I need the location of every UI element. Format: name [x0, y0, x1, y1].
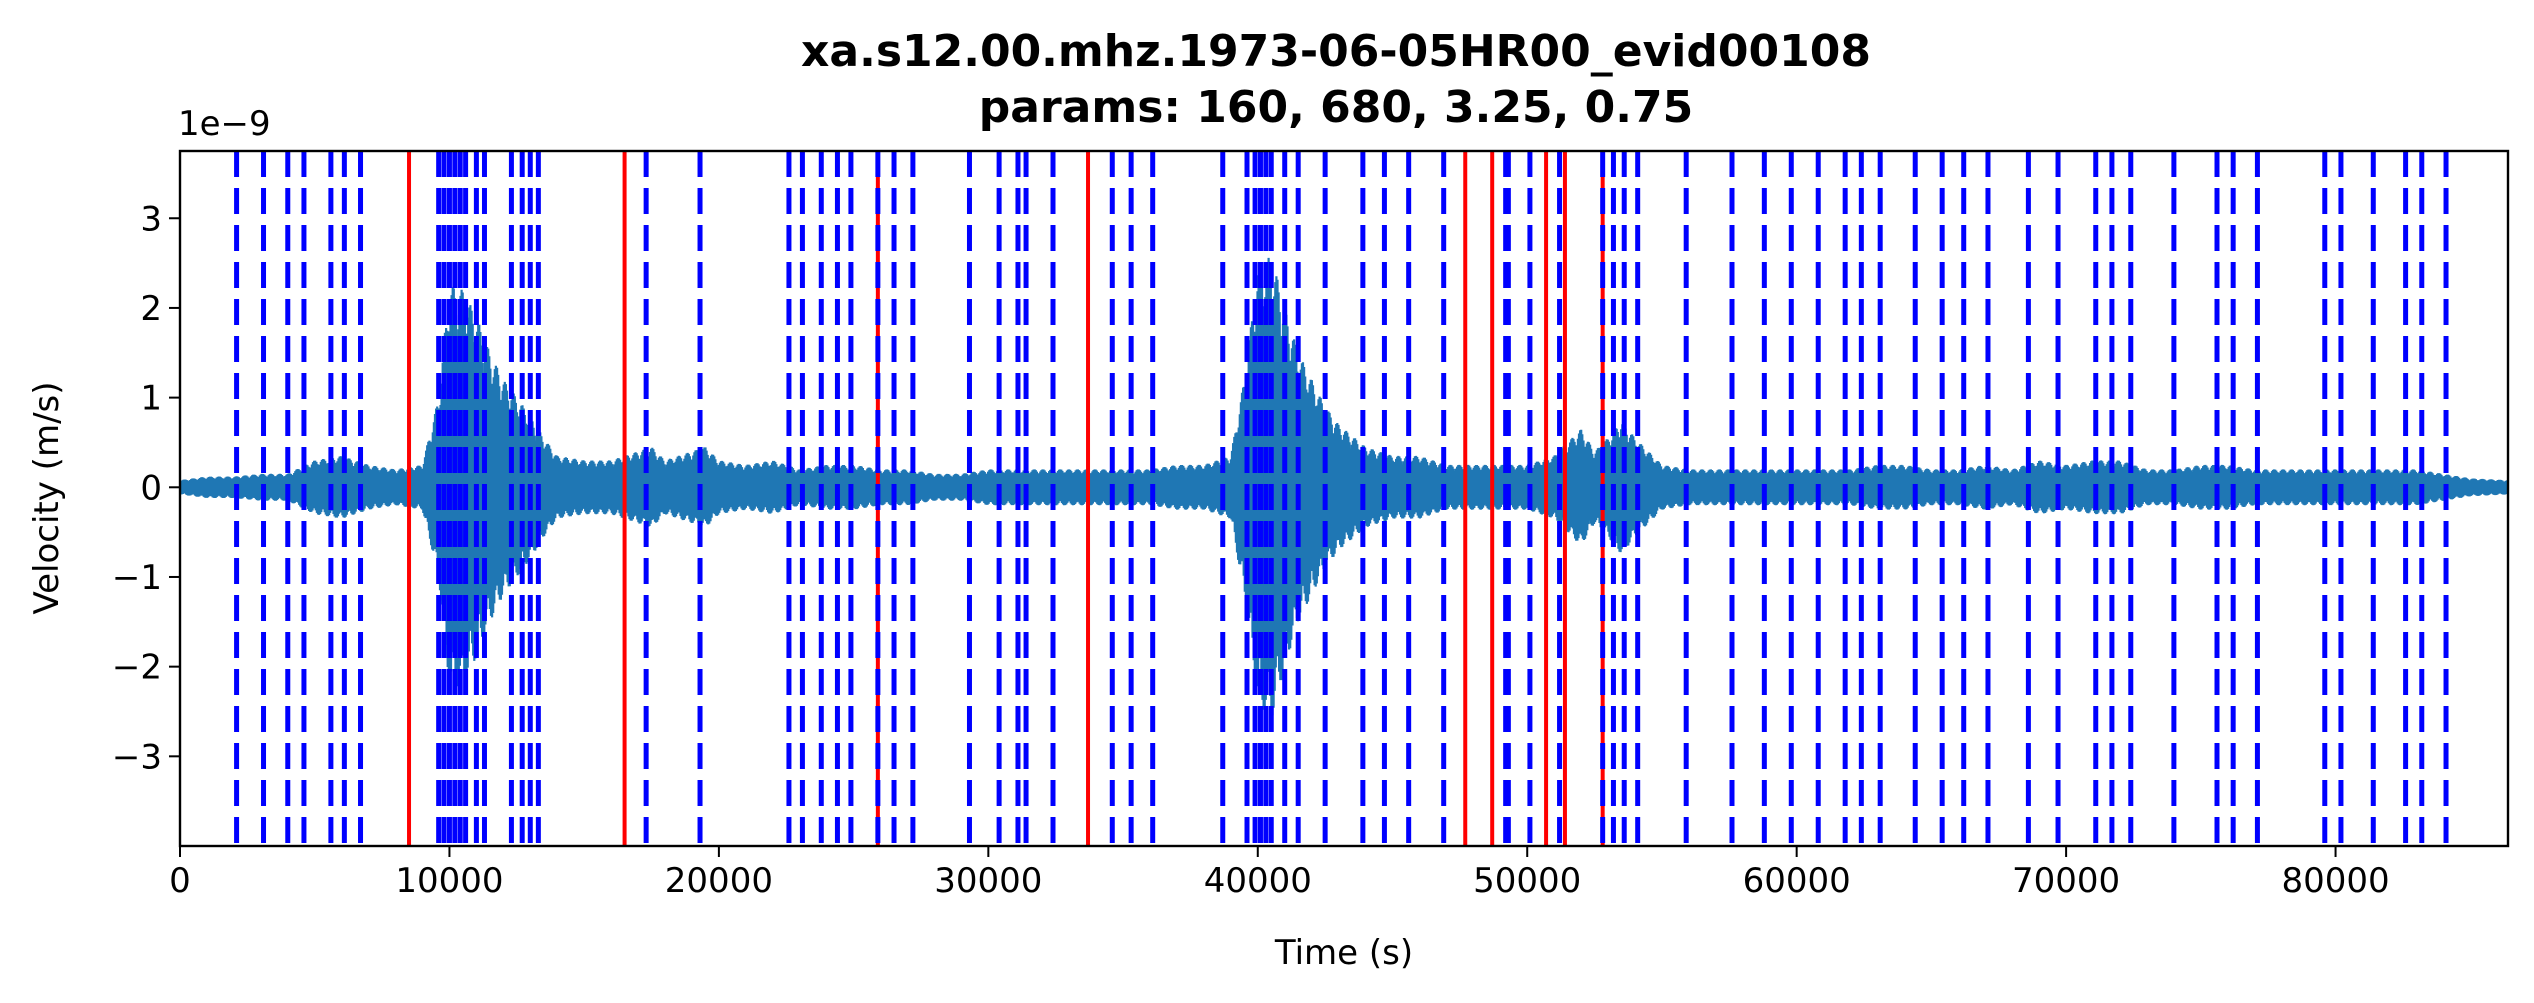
- x-tick-label: 10000: [395, 861, 503, 901]
- x-tick-label: 80000: [2281, 861, 2389, 901]
- chart-title: xa.s12.00.mhz.1973-06-05HR00_evid00108: [801, 26, 1871, 77]
- y-tick-label: −2: [112, 648, 162, 688]
- waveform-layer: [180, 257, 2508, 716]
- plot-frame: [178, 149, 2510, 848]
- waveform-line: [180, 257, 2508, 716]
- x-axis: 0 10000 20000 30000 40000 50000 60000 70000 8000…: [169, 846, 2390, 901]
- x-tick-label: 70000: [2012, 861, 2120, 901]
- y-tick-label: −3: [112, 737, 162, 777]
- y-tick-label: 3: [140, 199, 162, 239]
- x-tick-label: 20000: [665, 861, 773, 901]
- vertical-lines-layer: [234, 151, 2449, 846]
- x-tick-label: 0: [169, 861, 191, 901]
- y-tick-label: 1: [140, 379, 162, 419]
- x-tick-label: 50000: [1473, 861, 1581, 901]
- x-tick-label: 40000: [1204, 861, 1312, 901]
- x-tick-label: 60000: [1743, 861, 1851, 901]
- y-tick-label: 0: [140, 468, 162, 508]
- x-axis-label: Time (s): [1274, 933, 1413, 973]
- y-axis: −3 −2 −1 0 1 2 3: [112, 199, 180, 777]
- y-axis-label: Velocity (m/s): [27, 381, 67, 614]
- y-tick-label: −1: [112, 558, 162, 598]
- y-offset-text: 1e−9: [178, 104, 271, 144]
- plot-area: [180, 151, 2508, 846]
- chart-subtitle: params: 160, 680, 3.25, 0.75: [979, 82, 1693, 133]
- x-tick-label: 30000: [934, 861, 1042, 901]
- y-tick-label: 2: [140, 289, 162, 329]
